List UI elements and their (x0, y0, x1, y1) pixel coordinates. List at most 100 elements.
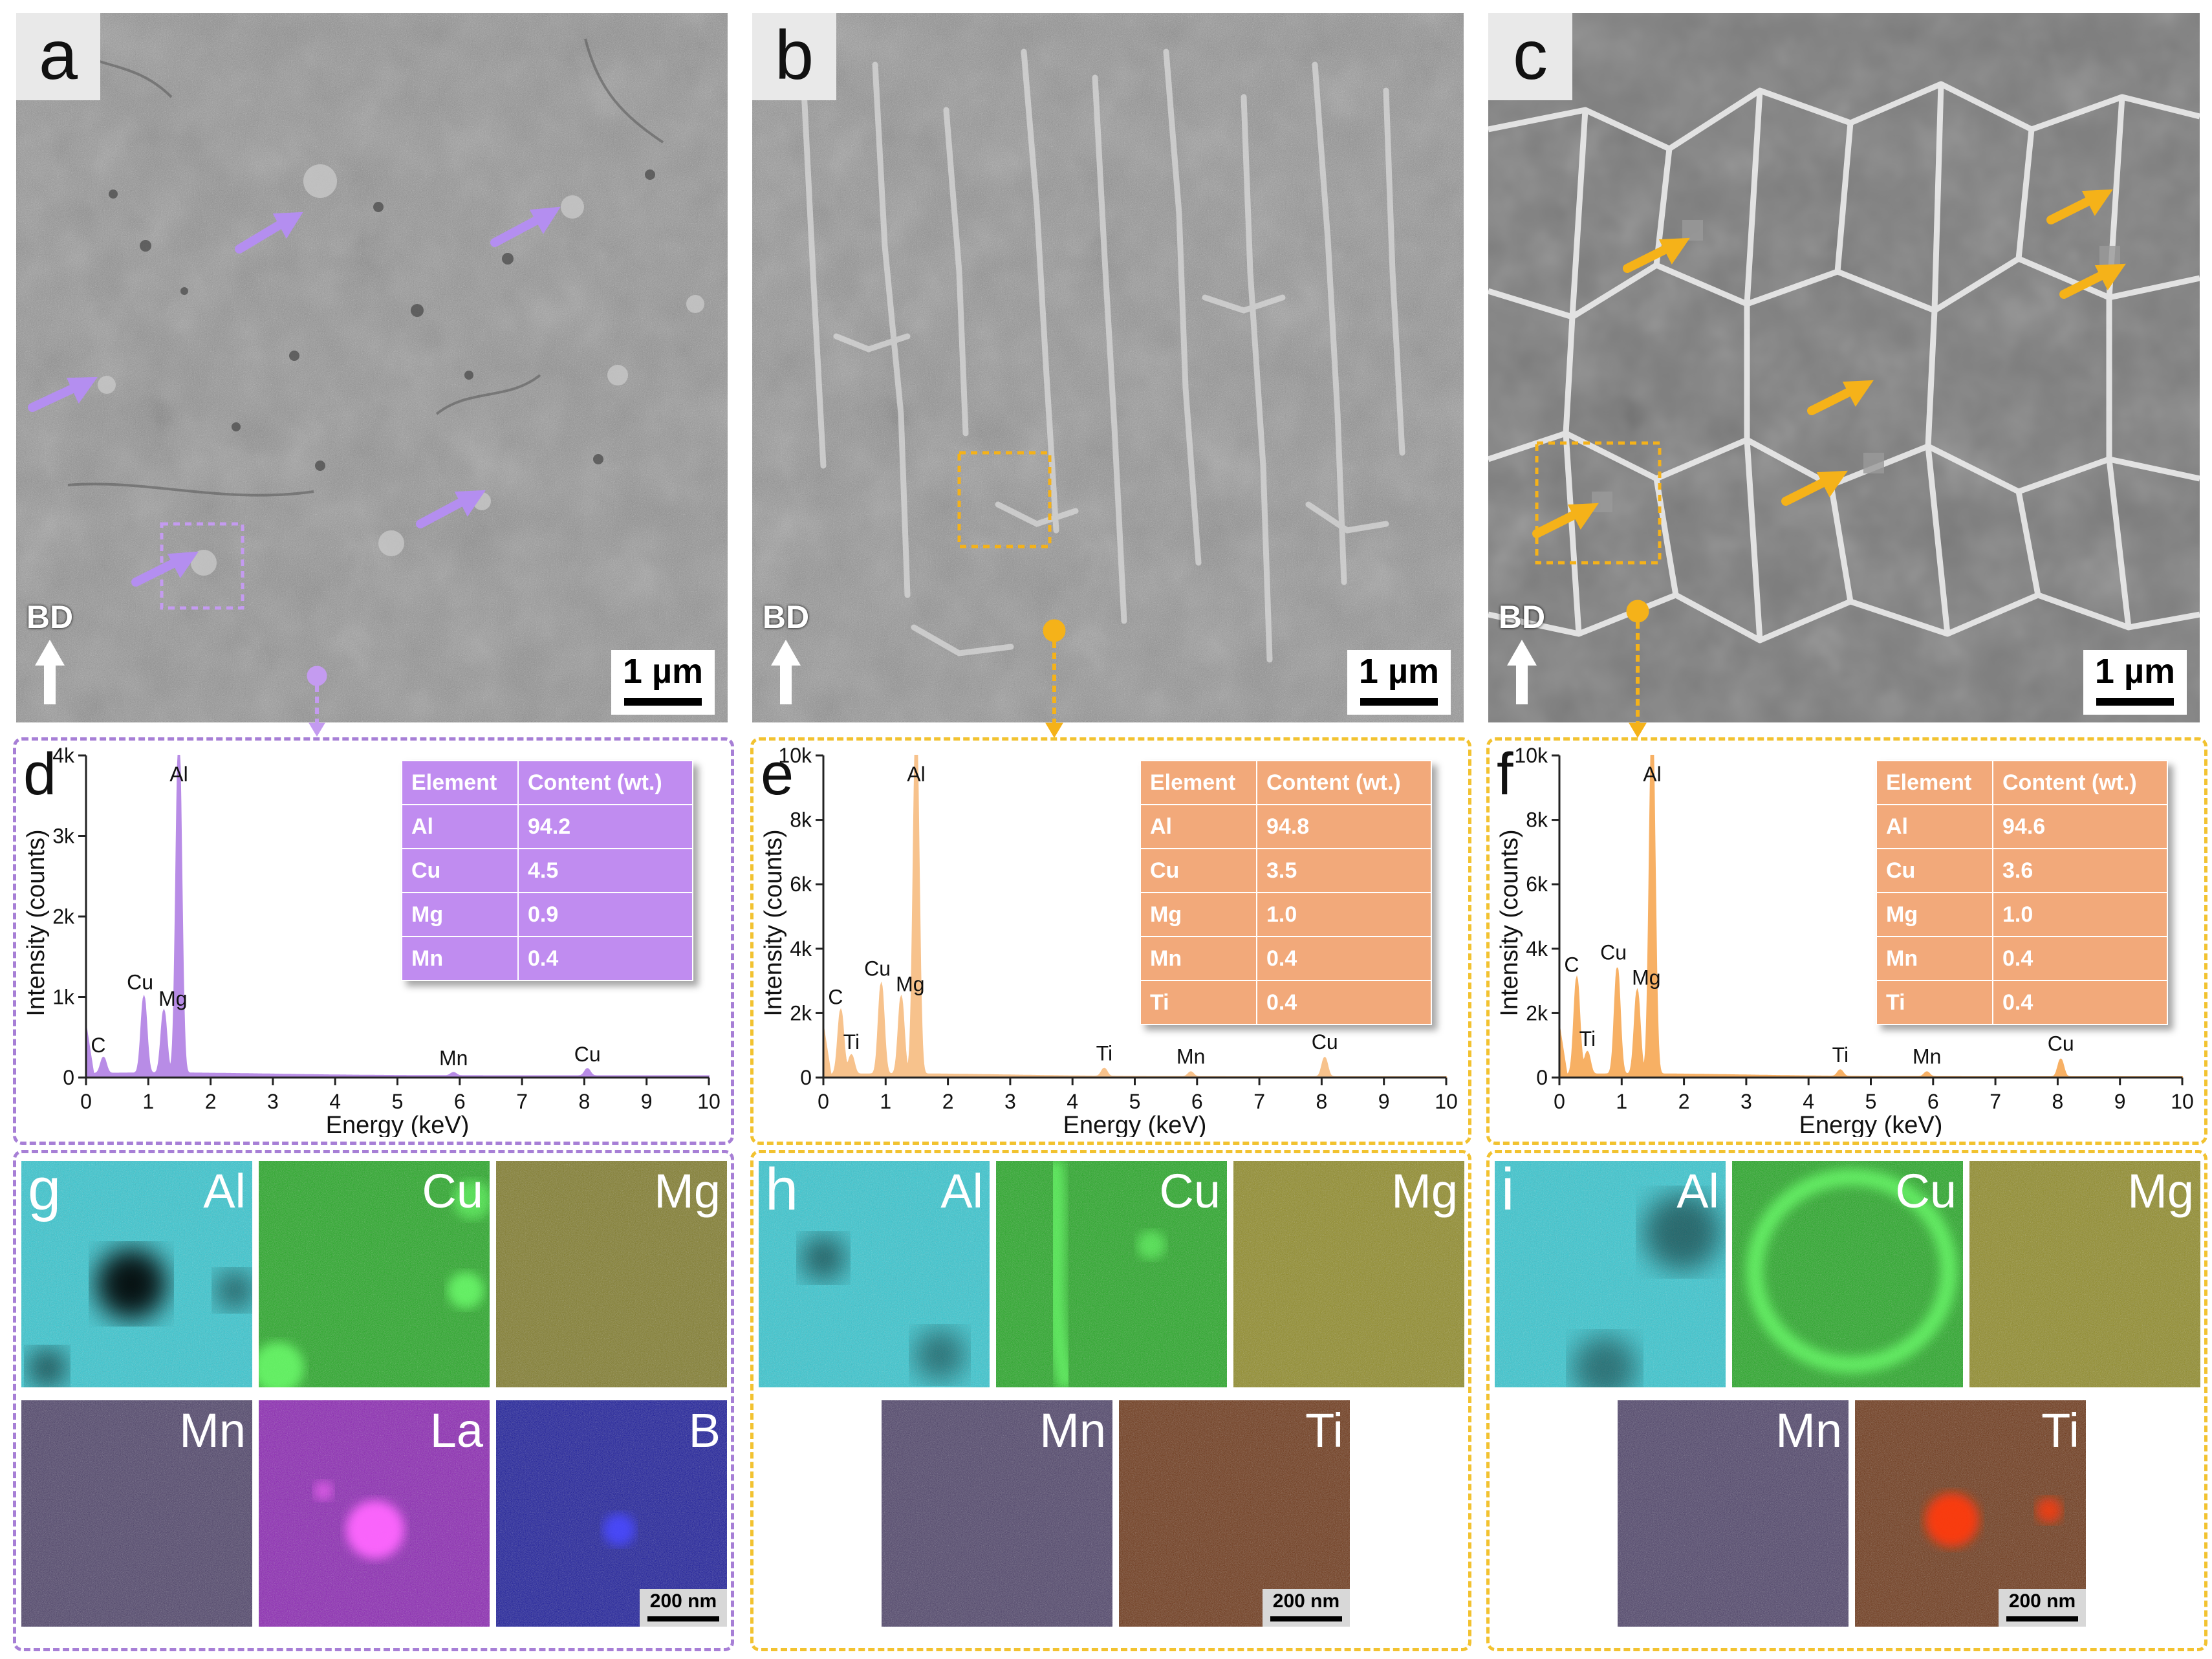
map-element-label: Mn (179, 1404, 246, 1457)
y-tick-label: 10k (1514, 744, 1548, 767)
x-tick-label: 9 (2114, 1090, 2126, 1113)
content-cell: 3.5 (1256, 848, 1432, 893)
map-la: La (259, 1400, 490, 1627)
element-cell: Cu (1140, 848, 1257, 893)
panel-label-d: d (23, 743, 56, 807)
y-tick-label: 2k (52, 905, 75, 928)
scale-bar-b: 1 µm (1347, 650, 1451, 715)
map-mn: Mn (882, 1400, 1112, 1627)
content-cell: 94.8 (1256, 804, 1432, 849)
up-arrow-icon (771, 640, 801, 704)
bd-label-c: BD (1498, 599, 1546, 635)
peak-label-c: C (91, 1034, 105, 1057)
scale-bar-a: 1 µm (611, 650, 715, 715)
eds-spectrum-e: e 0 1 2 3 4 5 6 7 8 9 10 0 2k 4k 6k 8k 10k Energy (keV) Int… (760, 743, 1458, 1137)
x-tick-label: 6 (1927, 1090, 1939, 1113)
table-row: Mn 0.4 (401, 936, 693, 981)
map-al: Al i (1495, 1161, 1726, 1387)
x-tick-label: 2 (205, 1090, 217, 1113)
y-tick-label: 4k (790, 937, 812, 960)
y-tick-label: 10k (778, 744, 812, 767)
map-b: B 200 nm (496, 1400, 727, 1627)
content-cell: 94.2 (517, 804, 693, 849)
sem-panel-c: c BD 1 µm (1488, 13, 2200, 722)
x-tick-label: 0 (80, 1090, 92, 1113)
map-mg: Mg (1969, 1161, 2200, 1387)
x-tick-label: 10 (697, 1090, 721, 1113)
peak-label-al: Al (907, 763, 925, 786)
content-cell: Content (wt.) (1992, 760, 2168, 805)
content-cell: 1.0 (1992, 892, 2168, 937)
y-tick-label: 6k (1526, 873, 1548, 896)
map-mn: Mn (21, 1400, 252, 1627)
sem-panel-b: b BD 1 µm (752, 13, 1464, 722)
map-element-label: Al (1676, 1164, 1719, 1218)
y-tick-label: 0 (1536, 1066, 1548, 1089)
x-axis-label: Energy (keV) (1063, 1112, 1207, 1137)
x-tick-label: 1 (880, 1090, 891, 1113)
x-tick-label: 1 (1616, 1090, 1627, 1113)
peak-label-cu: Cu (1600, 941, 1627, 964)
scale-bar-nm: 200 nm (640, 1589, 727, 1627)
map-cu: Cu (259, 1161, 490, 1387)
y-tick-label: 8k (1526, 808, 1548, 832)
map-element-label: Al (203, 1164, 246, 1218)
x-tick-label: 8 (579, 1090, 591, 1113)
peak-label-cu: Cu (127, 971, 153, 994)
panel-label-i: i (1501, 1161, 1515, 1222)
peak-label-c: C (828, 985, 843, 1008)
element-cell: Cu (401, 848, 519, 893)
frame-i (1486, 1150, 2207, 1651)
x-tick-label: 0 (1554, 1090, 1565, 1113)
element-cell: Al (401, 804, 519, 849)
peak-label-mn: Mn (1176, 1045, 1205, 1068)
build-direction-a: BD (24, 598, 76, 704)
x-tick-label: 7 (516, 1090, 528, 1113)
content-cell: Content (wt.) (517, 760, 693, 805)
content-cell: 0.4 (1992, 980, 2168, 1025)
y-axis-label: Intensity (counts) (23, 829, 50, 1016)
y-tick-label: 3k (52, 825, 75, 848)
peak-label-ti: Ti (1832, 1043, 1849, 1067)
x-tick-label: 9 (1378, 1090, 1390, 1113)
map-element-label: Cu (1895, 1164, 1957, 1218)
peak-label-mn: Mn (439, 1046, 468, 1070)
content-cell: 1.0 (1256, 892, 1432, 937)
peak-label-mg: Mg (1632, 966, 1660, 990)
map-element-label: Ti (1305, 1404, 1343, 1457)
y-tick-label: 2k (790, 1001, 812, 1025)
table-row: Cu 4.5 (401, 848, 693, 893)
frame-g (13, 1150, 734, 1651)
element-cell: Element (1140, 760, 1257, 805)
composition-table-e: Element Content (wt.) Al 94.8 Cu 3.5 Mg 1.0 Mn 0.… (1140, 760, 1432, 1025)
peak-label-al: Al (1643, 763, 1661, 786)
table-row: Mn 0.4 (1140, 936, 1432, 981)
map-element-label: B (688, 1404, 721, 1457)
table-row: Mg 1.0 (1140, 892, 1432, 937)
map-element-label: Ti (2041, 1404, 2079, 1457)
panel-label-g: g (28, 1161, 61, 1222)
y-tick-label: 2k (1526, 1001, 1548, 1025)
element-cell: Al (1140, 804, 1257, 849)
build-direction-b: BD (760, 598, 812, 704)
x-tick-label: 4 (329, 1090, 341, 1113)
table-row: Mg 0.9 (401, 892, 693, 937)
element-cell: Mg (1876, 892, 1993, 937)
x-tick-label: 10 (2171, 1090, 2194, 1113)
spectrum-area (85, 755, 710, 1078)
map-mg: Mg (1233, 1161, 1464, 1387)
content-cell: 0.9 (517, 892, 693, 937)
composition-table-d: Element Content (wt.) Al 94.2 Cu 4.5 Mg 0.9 Mn 0.… (401, 760, 693, 981)
sem-panel-a: a BD 1 µm (16, 13, 728, 722)
x-tick-label: 0 (818, 1090, 829, 1113)
element-cell: Mg (1140, 892, 1257, 937)
element-cell: Cu (1876, 848, 1993, 893)
map-element-label: Cu (422, 1164, 483, 1218)
x-tick-label: 8 (2052, 1090, 2064, 1113)
element-cell: Mg (401, 892, 519, 937)
y-tick-label: 4k (1526, 937, 1548, 960)
content-cell: 0.4 (1992, 936, 2168, 981)
x-tick-label: 6 (454, 1090, 466, 1113)
pin-head-c (1626, 600, 1649, 623)
x-tick-label: 1 (142, 1090, 154, 1113)
